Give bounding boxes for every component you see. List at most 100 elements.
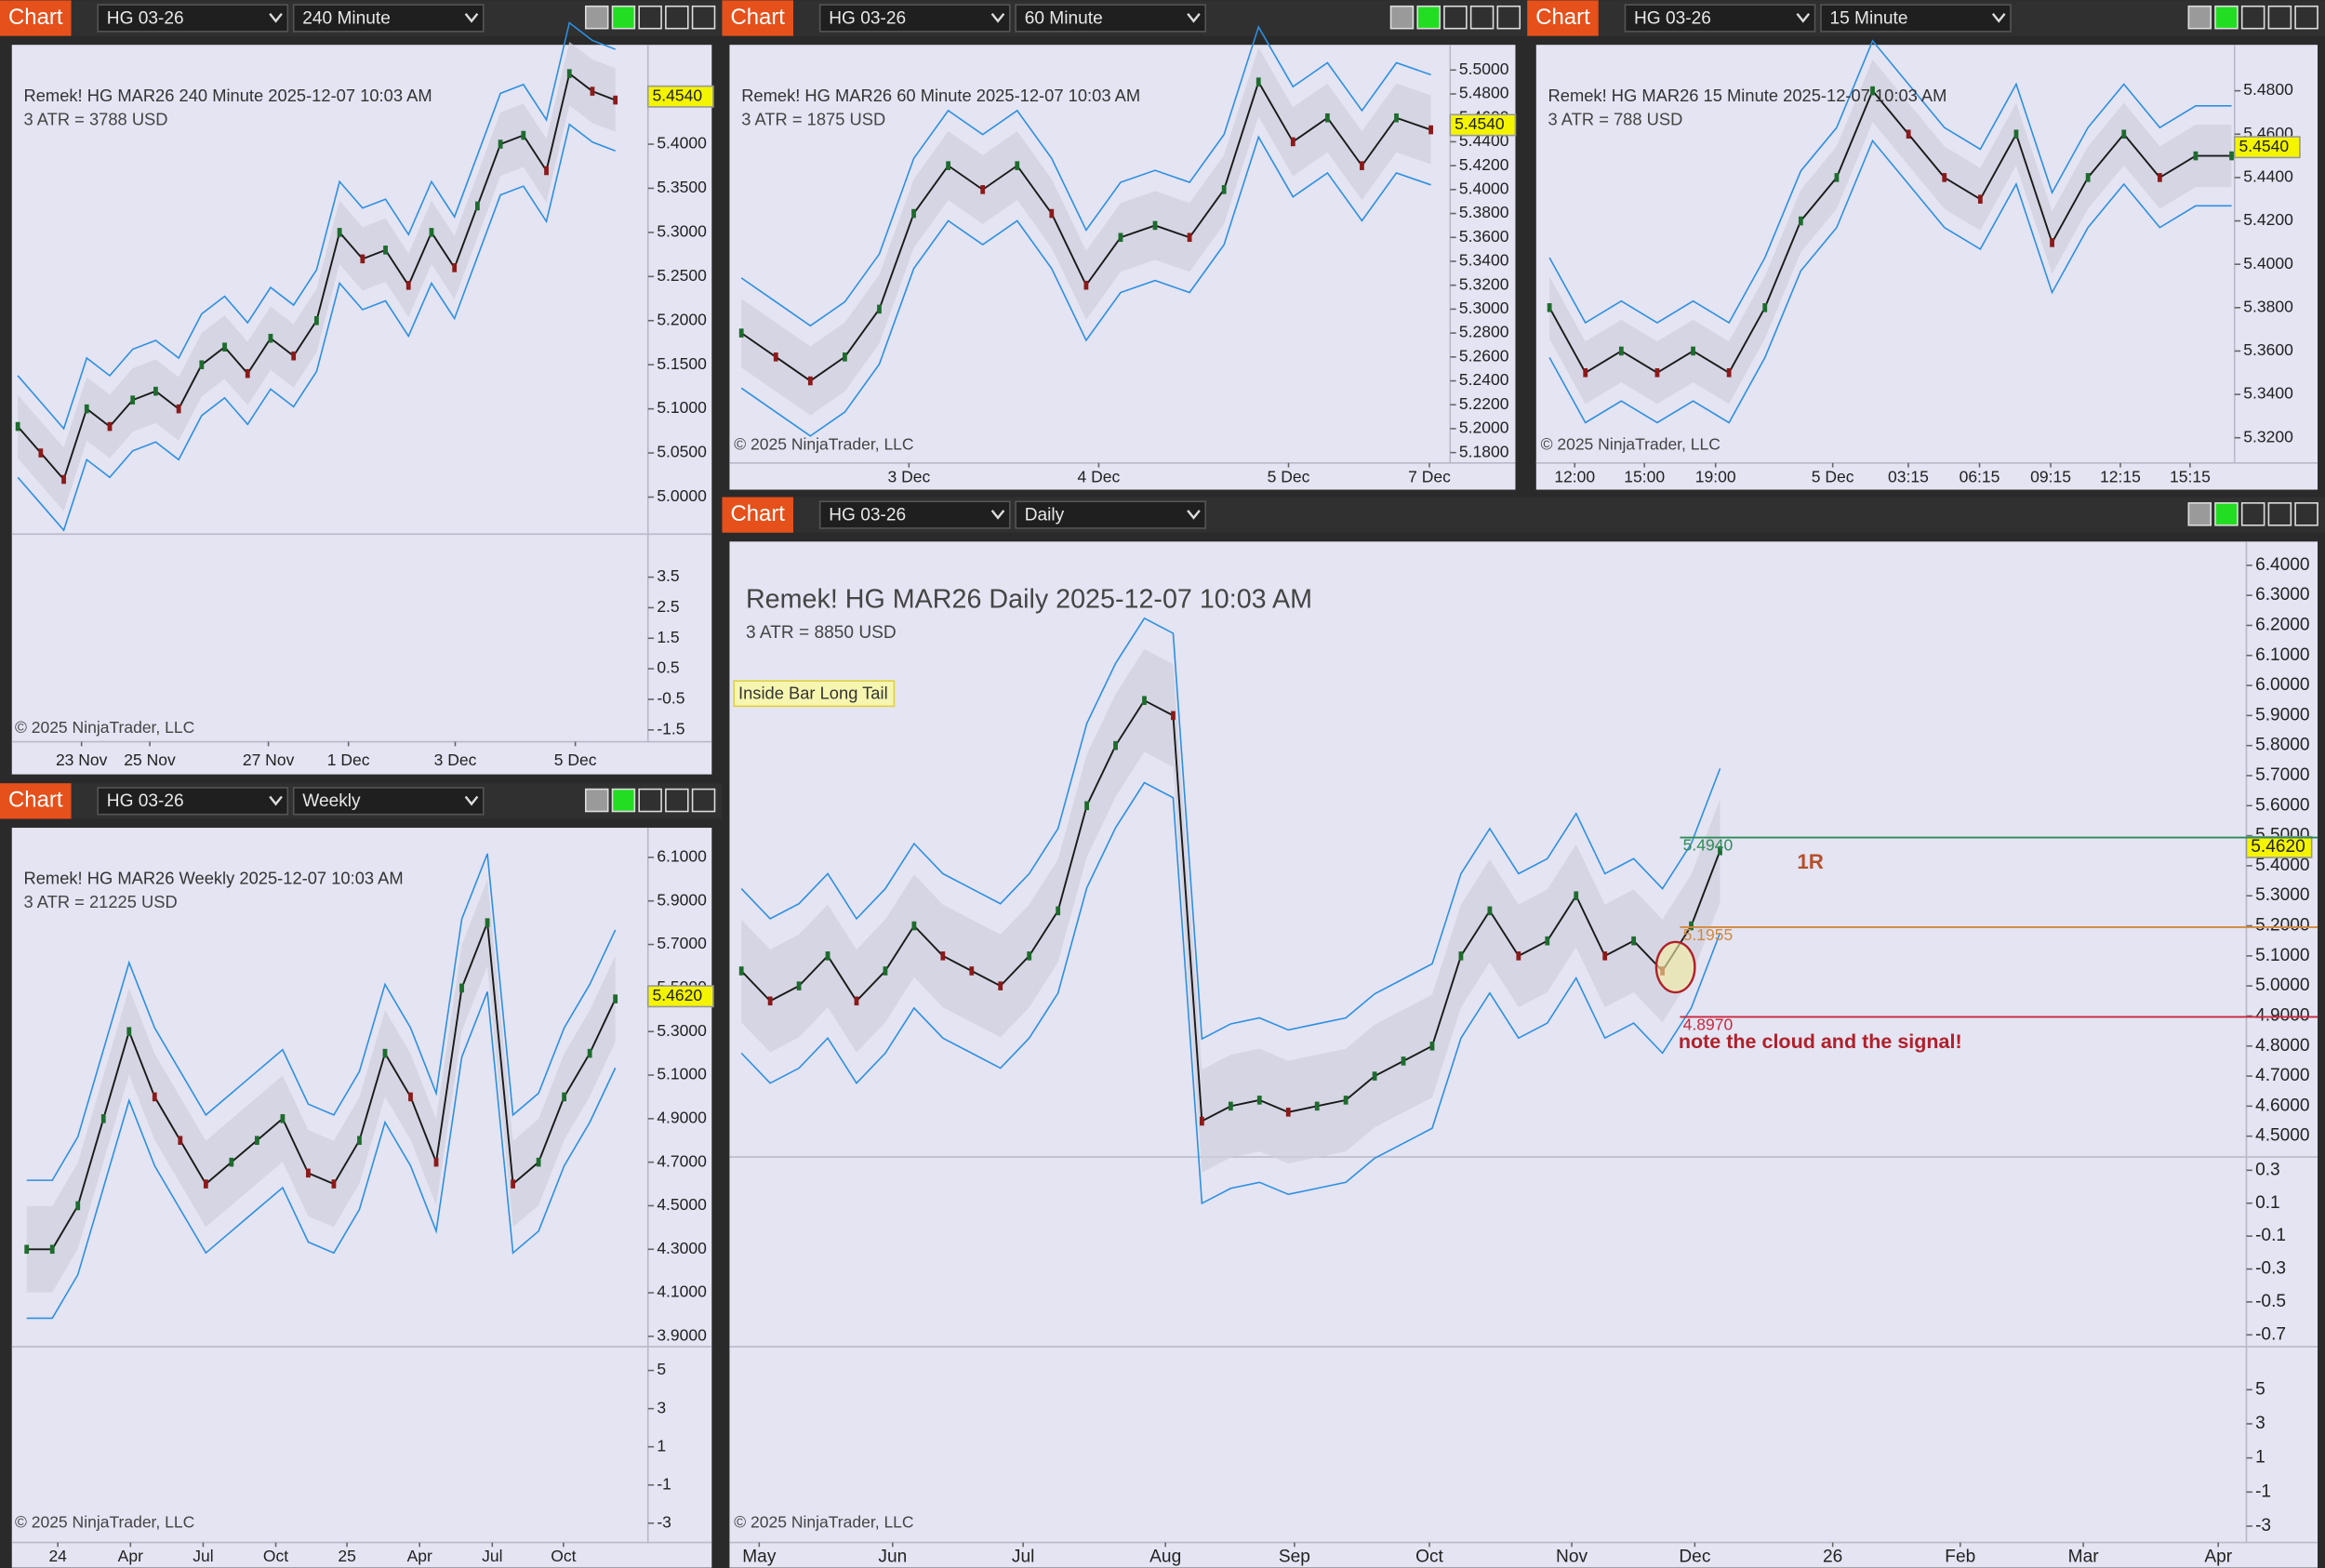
candle <box>1689 921 1694 931</box>
level-label: 5.1955 <box>1683 925 1734 944</box>
candle <box>61 474 66 485</box>
candle <box>969 966 975 976</box>
candle <box>357 1136 362 1146</box>
window-button[interactable] <box>1443 5 1468 30</box>
upper-band <box>17 21 616 431</box>
window-button[interactable] <box>638 5 662 30</box>
y-tick-label: 5.3200 <box>2243 427 2293 445</box>
candle <box>107 421 113 432</box>
candle <box>854 996 859 1006</box>
candle <box>1870 86 1875 96</box>
window-button[interactable] <box>2187 502 2212 526</box>
instrument-dropdown-label: HG 03-26 <box>107 8 184 28</box>
chart-tab[interactable] <box>0 783 72 819</box>
y-tick-label: 5.4000 <box>2243 254 2293 272</box>
y-tick-label: 5.3400 <box>1459 251 1509 270</box>
y-tick-label: 5.2600 <box>1459 346 1509 365</box>
candle <box>825 951 830 961</box>
candle <box>2013 129 2019 140</box>
interval-dropdown[interactable] <box>292 787 485 816</box>
candle <box>1583 367 1588 378</box>
interval-dropdown[interactable] <box>292 4 485 33</box>
target-label: 1R <box>1797 850 1824 873</box>
upper-band <box>740 24 1431 327</box>
y-tick-label: 5.7000 <box>657 934 707 952</box>
chart-tab[interactable] <box>722 497 793 533</box>
x-tick-label: 1 Dec <box>327 751 370 769</box>
instrument-dropdown[interactable] <box>1624 4 1816 33</box>
x-tick-label: Oct <box>263 1547 288 1565</box>
candle <box>587 1048 592 1058</box>
indicator-tick-label: -1 <box>2255 1482 2271 1501</box>
x-tick-label: 15:00 <box>1624 467 1665 485</box>
atr-label: 3 ATR = 21225 USD <box>24 892 178 911</box>
y-tick-label: 5.9000 <box>657 890 707 909</box>
candle <box>100 1114 106 1123</box>
window-button[interactable] <box>2214 5 2239 30</box>
window-button[interactable] <box>1389 5 1415 30</box>
window-button[interactable] <box>2267 5 2292 30</box>
candle <box>153 386 158 396</box>
window-button[interactable] <box>1469 5 1495 30</box>
instrument-dropdown[interactable] <box>818 500 1011 529</box>
level-label: 5.4940 <box>1683 836 1734 855</box>
window-button[interactable] <box>611 5 636 30</box>
chart-tab[interactable] <box>0 0 72 36</box>
window-button[interactable] <box>1416 5 1441 30</box>
window-button[interactable] <box>2267 502 2292 526</box>
window-button[interactable] <box>1496 5 1521 30</box>
instrument-dropdown[interactable] <box>97 787 289 816</box>
window-button[interactable] <box>2294 502 2318 526</box>
window-button[interactable] <box>611 788 636 813</box>
candle <box>1113 740 1118 751</box>
chart-tab[interactable] <box>1527 0 1599 36</box>
candle <box>613 95 618 105</box>
window-button[interactable] <box>2240 502 2265 526</box>
x-tick-label: Apr <box>407 1547 432 1565</box>
x-tick-label: 15:15 <box>2170 467 2211 485</box>
window-button[interactable] <box>665 788 689 813</box>
candle <box>536 1157 541 1167</box>
window-button[interactable] <box>691 5 716 30</box>
last-price-box <box>646 985 714 1008</box>
candle <box>1691 346 1695 356</box>
window-button[interactable] <box>2214 502 2239 526</box>
window-button[interactable] <box>2294 5 2318 30</box>
candle <box>2050 238 2054 247</box>
candle <box>1118 233 1123 243</box>
x-tick-label: 5 Dec <box>1812 467 1854 485</box>
y-tick-label: 4.9000 <box>2255 1005 2310 1025</box>
instrument-dropdown[interactable] <box>97 4 289 33</box>
atr-label: 3 ATR = 788 USD <box>1548 109 1683 128</box>
instrument-dropdown-caret <box>269 795 283 806</box>
instrument-dropdown-caret <box>990 12 1005 23</box>
window-button[interactable] <box>691 788 716 813</box>
window-button[interactable] <box>2187 5 2212 30</box>
y-tick-label: 5.2000 <box>657 310 707 328</box>
chart-tab[interactable] <box>722 0 793 36</box>
candle <box>429 228 434 237</box>
lower-band <box>17 123 616 532</box>
candle <box>1762 303 1768 312</box>
window-button[interactable] <box>638 788 662 813</box>
window-button[interactable] <box>584 788 609 813</box>
interval-dropdown[interactable] <box>1820 4 2012 33</box>
candle <box>1256 77 1261 86</box>
candle <box>1343 1096 1348 1105</box>
x-tick-label: Oct <box>1415 1548 1443 1567</box>
interval-dropdown[interactable] <box>1015 500 1207 529</box>
instrument-dropdown[interactable] <box>818 4 1011 33</box>
candle <box>1084 801 1089 811</box>
y-tick-label: 5.8000 <box>2255 736 2310 755</box>
interval-dropdown[interactable] <box>1015 4 1207 33</box>
window-button[interactable] <box>2240 5 2265 30</box>
indicator-tick-label: 3 <box>657 1398 666 1416</box>
candle <box>877 304 882 314</box>
candle <box>1083 280 1089 290</box>
y-tick-label: 4.3000 <box>657 1239 707 1257</box>
y-tick-label: 5.3400 <box>2243 384 2293 403</box>
window-button[interactable] <box>665 5 689 30</box>
window-button[interactable] <box>584 5 609 30</box>
indicator-tick-label: 0.1 <box>2255 1193 2280 1213</box>
copyright: © 2025 NinjaTrader, LLC <box>15 718 194 737</box>
